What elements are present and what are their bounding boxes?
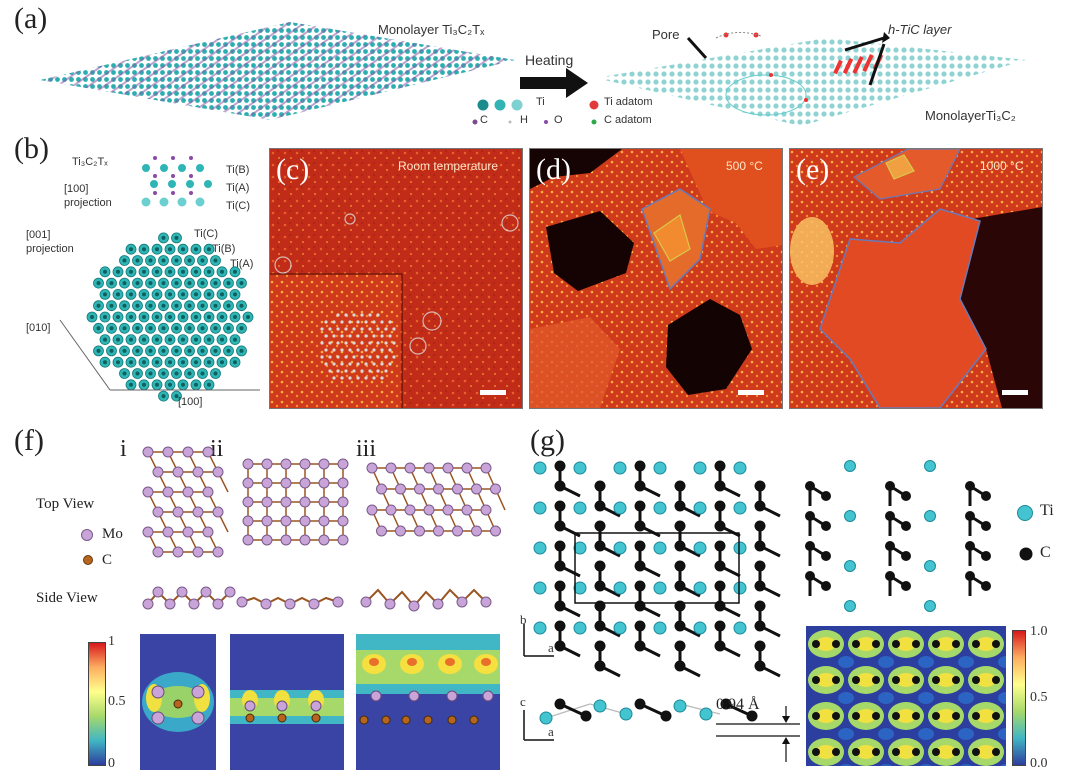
ti-c-lattice-top-view bbox=[533, 460, 781, 678]
elf-map-iii bbox=[356, 634, 500, 770]
legend-ti-g: Ti bbox=[1040, 502, 1054, 519]
top-view-label: Top View bbox=[36, 496, 95, 512]
tem-image-500c: (d) 500 °C bbox=[529, 148, 783, 409]
panel-a-label: (a) bbox=[14, 2, 48, 35]
tia-label: Ti(A) bbox=[226, 182, 250, 194]
scale-bar-c bbox=[480, 390, 506, 395]
o-atom-icon bbox=[544, 120, 548, 124]
unit-cell-rectangle bbox=[574, 532, 740, 604]
cbar-g-min: 0.0 bbox=[1030, 756, 1048, 771]
legend-c-adatom: C adatom bbox=[604, 114, 652, 126]
right-caption: MonolayerTi₃C₂ bbox=[925, 108, 1016, 123]
axis-010-label: [010] bbox=[26, 322, 51, 334]
panel-g-label: (g) bbox=[530, 424, 565, 457]
mo2c-structure-ii-top bbox=[242, 458, 349, 546]
tib-label: Ti(B) bbox=[226, 164, 250, 176]
heating-label: Heating bbox=[525, 52, 574, 68]
axis-lines bbox=[59, 319, 260, 391]
ti-c-side-view bbox=[539, 698, 758, 725]
scale-bar-e bbox=[1002, 390, 1028, 395]
panel-e-caption: 1000 °C bbox=[980, 159, 1024, 173]
h-atom-icon bbox=[508, 120, 512, 124]
pore-label: Pore bbox=[652, 27, 680, 42]
colorbar-g bbox=[1012, 630, 1026, 766]
cbar-f-max: 1 bbox=[108, 634, 115, 649]
axis-c-a-icon bbox=[523, 710, 554, 741]
proj001-label: [001] projection bbox=[26, 229, 74, 255]
ti-legend-icon-g bbox=[1017, 505, 1033, 521]
hexagonal-lattice-diagram bbox=[86, 232, 254, 402]
c-legend-icon-g bbox=[1019, 547, 1033, 561]
panel-c-caption: Room temperature bbox=[398, 159, 499, 173]
axis-a-label: a bbox=[548, 640, 554, 655]
mo2c-structure-iii-top bbox=[366, 462, 506, 537]
elf-map-i bbox=[140, 634, 216, 770]
col-i-label: i bbox=[120, 436, 127, 462]
cbar-g-max: 1.0 bbox=[1030, 624, 1048, 639]
legend-h: H bbox=[520, 114, 528, 126]
tic2-label: Ti(C) bbox=[194, 228, 219, 240]
side-view-label: Side View bbox=[36, 590, 98, 606]
panel-e-label: (e) bbox=[796, 153, 830, 186]
cbar-f-min: 0 bbox=[108, 756, 115, 771]
panel-a-left-caption: Monolayer Ti₃C₂Tₓ bbox=[378, 22, 485, 37]
col-ii-label: ii bbox=[210, 436, 224, 462]
axis-b-label: b bbox=[520, 612, 527, 627]
axis-a2-label: a bbox=[548, 724, 554, 739]
colorbar-f bbox=[88, 642, 106, 766]
c-atom-icon bbox=[472, 119, 478, 125]
panel-f-label: (f) bbox=[14, 424, 44, 457]
proj100-label: [100] projection bbox=[64, 183, 112, 209]
distance-label: 0.94 Å bbox=[716, 696, 760, 713]
side-projection-diagram bbox=[141, 156, 212, 207]
panel-a-legend: Ti Ti adatom C H O C adatom bbox=[470, 96, 690, 132]
mo2c-structure-ii-side bbox=[236, 596, 344, 610]
scale-bar-d bbox=[738, 390, 764, 395]
legend-mo: Mo bbox=[102, 526, 123, 542]
h-tic-arrows-icon bbox=[844, 32, 890, 86]
pore-arrow-icon bbox=[686, 36, 708, 60]
panel-b-formula: Ti₃C₂Tₓ bbox=[72, 156, 108, 168]
mo-legend-icon bbox=[81, 529, 93, 541]
ti-legend-icon bbox=[477, 99, 523, 111]
panel-d-label: (d) bbox=[536, 153, 571, 186]
panel-b-label: (b) bbox=[14, 132, 49, 165]
legend-o: O bbox=[554, 114, 563, 126]
elf-map-ii bbox=[230, 634, 344, 770]
tib2-label: Ti(B) bbox=[212, 243, 236, 255]
heating-arrow-icon bbox=[520, 68, 588, 98]
legend-ti-adatom: Ti adatom bbox=[604, 96, 653, 108]
c-adatom-icon bbox=[591, 119, 597, 125]
col-iii-label: iii bbox=[356, 436, 377, 462]
mo2c-structure-iii-side bbox=[360, 588, 492, 612]
panel-d-caption: 500 °C bbox=[726, 159, 763, 173]
tic-label: Ti(C) bbox=[226, 200, 251, 212]
distance-arrows-icon bbox=[716, 706, 800, 762]
monolayer-ti3c2tx-illustration bbox=[40, 22, 515, 120]
legend-ti: Ti bbox=[536, 96, 545, 108]
ti-adatom-icon bbox=[589, 100, 599, 110]
tem-image-1000c: (e) 1000 °C bbox=[789, 148, 1043, 409]
cbar-f-mid: 0.5 bbox=[108, 694, 126, 709]
legend-c-f: C bbox=[102, 552, 113, 568]
mo2c-structure-i-top bbox=[142, 446, 229, 558]
tem-image-room-temperature: (c) Room temperature bbox=[269, 148, 523, 409]
c-legend-icon bbox=[83, 555, 93, 565]
legend-c-g: C bbox=[1040, 544, 1051, 561]
elf-map-g bbox=[806, 626, 1006, 766]
panel-c-label: (c) bbox=[276, 153, 310, 186]
h-tic-layer-label: h-TiC layer bbox=[888, 22, 952, 37]
axis-b-a-icon bbox=[523, 624, 554, 657]
axis-100-label: [100] bbox=[178, 396, 203, 408]
mo2c-structure-i-side bbox=[142, 586, 236, 610]
ti-c-fragment-structures bbox=[805, 460, 991, 612]
monolayer-ti3c2-illustration bbox=[596, 32, 1026, 126]
axis-c-label: c bbox=[520, 694, 526, 709]
cbar-g-mid: 0.5 bbox=[1030, 690, 1048, 705]
legend-c: C bbox=[480, 114, 488, 126]
